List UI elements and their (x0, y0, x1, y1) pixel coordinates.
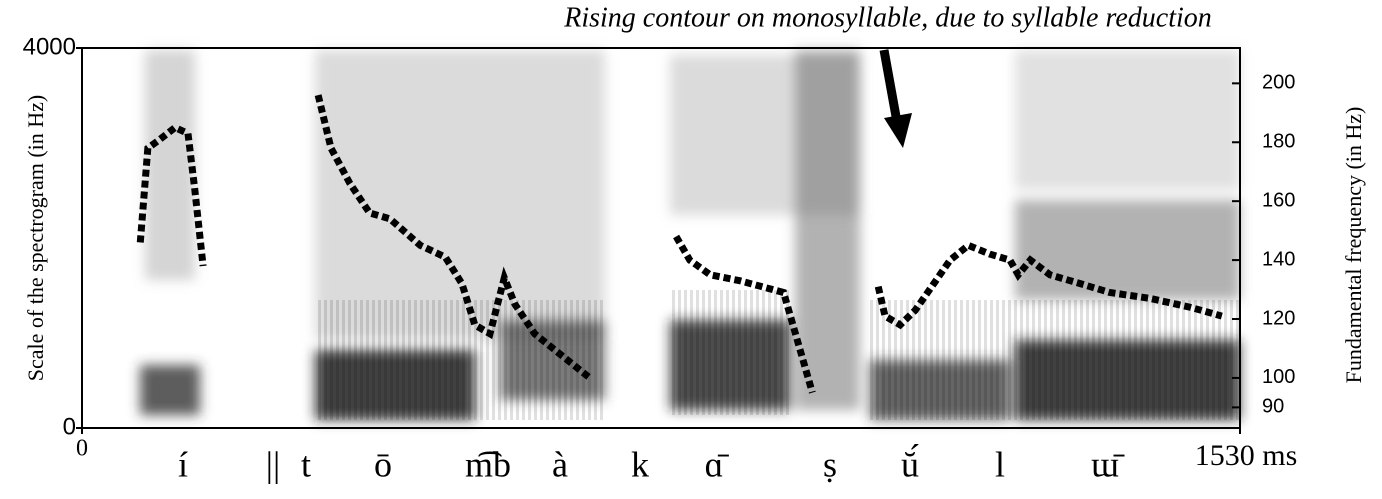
segment-label: t (301, 444, 311, 484)
segment-label: ŭ́ (901, 443, 919, 484)
segment-label: ɑ̄ (705, 444, 730, 484)
segment-label: m͡b (465, 444, 511, 484)
y2-tick-label: 200 (1262, 72, 1295, 94)
x-tick-label: 0 (76, 436, 88, 462)
annotation-arrow (879, 49, 902, 123)
x-tick-label: 1530 ms (1195, 439, 1298, 472)
plot-frame (81, 47, 1241, 429)
y2-tick-label: 100 (1262, 366, 1295, 388)
segment-label: || (266, 444, 280, 484)
segment-label: ṣ (823, 444, 837, 484)
y2-tick-label: 120 (1262, 307, 1295, 329)
y2-axis-label: Fundamental frequency (in Hz) (1341, 107, 1366, 384)
segment-label: ō (374, 444, 392, 484)
y2-tick-label: 180 (1262, 131, 1295, 153)
segment-label: k (631, 444, 649, 484)
annotation: Rising contour on monosyllable, due to s… (563, 2, 1212, 33)
y2-tick-label: 160 (1262, 189, 1295, 211)
y2-tick-label: 140 (1262, 248, 1295, 270)
striations (315, 290, 1240, 420)
arrow-head (884, 113, 912, 148)
segment-label: l (995, 444, 1005, 484)
y2-tick-label: 90 (1262, 396, 1284, 418)
y-tick-label: 4000 (23, 33, 76, 60)
y-tick-label: 0 (63, 413, 76, 440)
segment-label: à (552, 444, 568, 484)
y-axis-label: Scale of the spectrogram (in Hz) (23, 95, 48, 382)
segment-label: ɯ̄ (1091, 444, 1125, 484)
segment-label: í (178, 444, 188, 484)
